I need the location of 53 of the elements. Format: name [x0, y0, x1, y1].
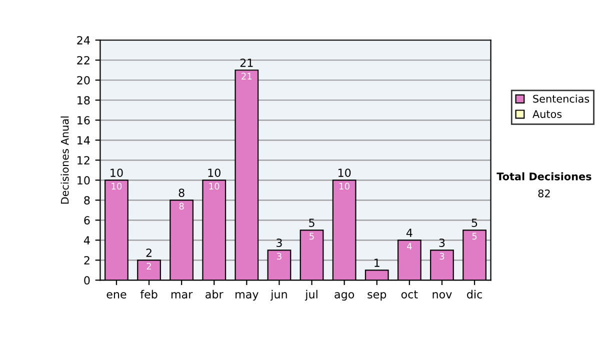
x-tick-label: feb: [140, 290, 158, 298]
x-tick-label: oct: [401, 290, 418, 298]
data-label: 2: [146, 262, 151, 270]
total-label: 3: [439, 238, 445, 247]
y-tick-label: 16: [78, 116, 90, 125]
total-label: 10: [338, 168, 351, 177]
y-tick-label: 6: [84, 216, 90, 225]
y-tick-label: 0: [84, 276, 90, 285]
y-tick-label: 2: [84, 256, 90, 264]
total-label: 5: [472, 218, 478, 227]
x-tick-label: jun: [270, 290, 287, 301]
data-label: 3: [277, 252, 282, 260]
total-label: 4: [406, 228, 412, 237]
data-label: 10: [209, 182, 220, 190]
data-label: 5: [472, 232, 477, 240]
data-label: 10: [340, 182, 350, 190]
total-label: 1: [374, 258, 380, 267]
total-label: 8: [178, 188, 184, 197]
y-tick-label: 14: [78, 136, 90, 144]
data-label: 3: [440, 252, 444, 260]
text: 82: [538, 189, 550, 198]
y-tick-label: 18: [78, 96, 90, 105]
x-tick-label: mar: [171, 292, 193, 298]
total-label: 5: [309, 218, 314, 227]
y-tick-label: 24: [77, 36, 90, 44]
y-tick-label: 8: [84, 196, 90, 205]
total-label: 3: [276, 238, 282, 247]
x-tick-label: sep: [368, 292, 386, 301]
data-label: 10: [112, 182, 122, 190]
legend-label: Autos: [532, 110, 562, 118]
data-label: 8: [179, 202, 184, 210]
text: Total Decisiones: [496, 172, 592, 180]
x-tick-label: abr: [206, 290, 224, 298]
total-label: 10: [208, 168, 220, 177]
total-label: 10: [110, 168, 123, 177]
data-label: 4: [406, 242, 412, 250]
y-axis-title: Decisiones Anual: [60, 116, 69, 204]
x-tick-label: ene: [106, 292, 126, 298]
x-tick-label: nov: [432, 292, 452, 298]
data-label: 21: [242, 72, 252, 80]
data-label: 5: [310, 232, 314, 240]
y-tick-label: 22: [77, 56, 90, 64]
y-tick-label: 10: [78, 176, 90, 185]
x-tick-label: may: [236, 292, 258, 301]
x-tick-label: dic: [467, 290, 482, 298]
legend-label: Sentencias: [533, 94, 590, 103]
y-tick-label: 12: [78, 156, 90, 164]
x-tick-label: jul: [304, 290, 318, 301]
total-label: 21: [240, 58, 253, 67]
total-label: 2: [146, 248, 152, 257]
x-tick-label: ago: [334, 292, 354, 301]
y-tick-label: 20: [77, 76, 90, 85]
y-tick-label: 4: [84, 236, 90, 244]
